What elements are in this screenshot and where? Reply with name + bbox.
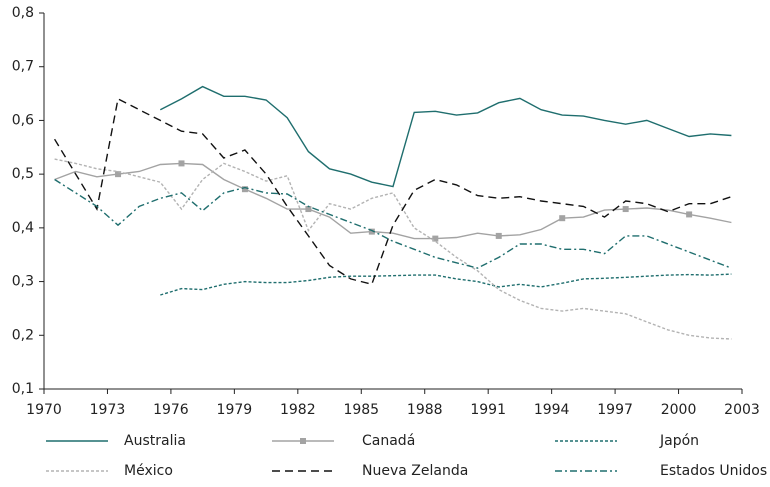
- marker: [300, 438, 306, 444]
- series-line: [54, 97, 732, 286]
- legend-label: México: [124, 463, 173, 479]
- legend-label: Nueva Zelanda: [362, 463, 468, 479]
- x-tick-label: 1994: [534, 402, 570, 418]
- series-line: [160, 273, 732, 296]
- y-tick-label: 0,5: [12, 166, 34, 182]
- x-tick-label: 1976: [153, 402, 189, 418]
- x-tick-label: 2000: [661, 402, 697, 418]
- legend-label: Japón: [659, 433, 699, 449]
- y-tick-label: 0,7: [12, 59, 34, 75]
- legend-label: Australia: [124, 433, 186, 449]
- marker: [178, 160, 185, 167]
- y-tick-label: 0,1: [12, 381, 34, 397]
- marker: [495, 232, 502, 239]
- x-tick-label: 1991: [470, 402, 506, 418]
- marker: [432, 235, 439, 242]
- x-tick-label: 1973: [90, 402, 126, 418]
- x-tick-label: 1982: [280, 402, 316, 418]
- series-line: [54, 162, 732, 240]
- legend-label: Estados Unidos: [660, 463, 767, 479]
- marker: [368, 228, 375, 235]
- marker: [622, 206, 629, 213]
- x-tick-label: 1985: [343, 402, 379, 418]
- x-tick-label: 1988: [407, 402, 443, 418]
- y-tick-label: 0,3: [12, 274, 34, 290]
- y-tick-label: 0,6: [12, 112, 34, 128]
- marker: [559, 215, 566, 222]
- marker: [305, 206, 312, 213]
- x-tick-label: 1979: [217, 402, 253, 418]
- y-tick-label: 0,2: [12, 327, 34, 343]
- marker: [241, 186, 248, 193]
- y-tick-label: 0,8: [12, 5, 34, 21]
- x-tick-label: 2003: [724, 402, 760, 418]
- x-tick-label: 1997: [597, 402, 633, 418]
- legend-label: Canadá: [362, 433, 415, 449]
- marker: [115, 171, 122, 178]
- x-tick-label: 1970: [26, 402, 62, 418]
- series-line: [159, 85, 732, 188]
- marker: [686, 211, 693, 218]
- series-line: [54, 178, 732, 269]
- y-tick-label: 0,4: [12, 220, 34, 236]
